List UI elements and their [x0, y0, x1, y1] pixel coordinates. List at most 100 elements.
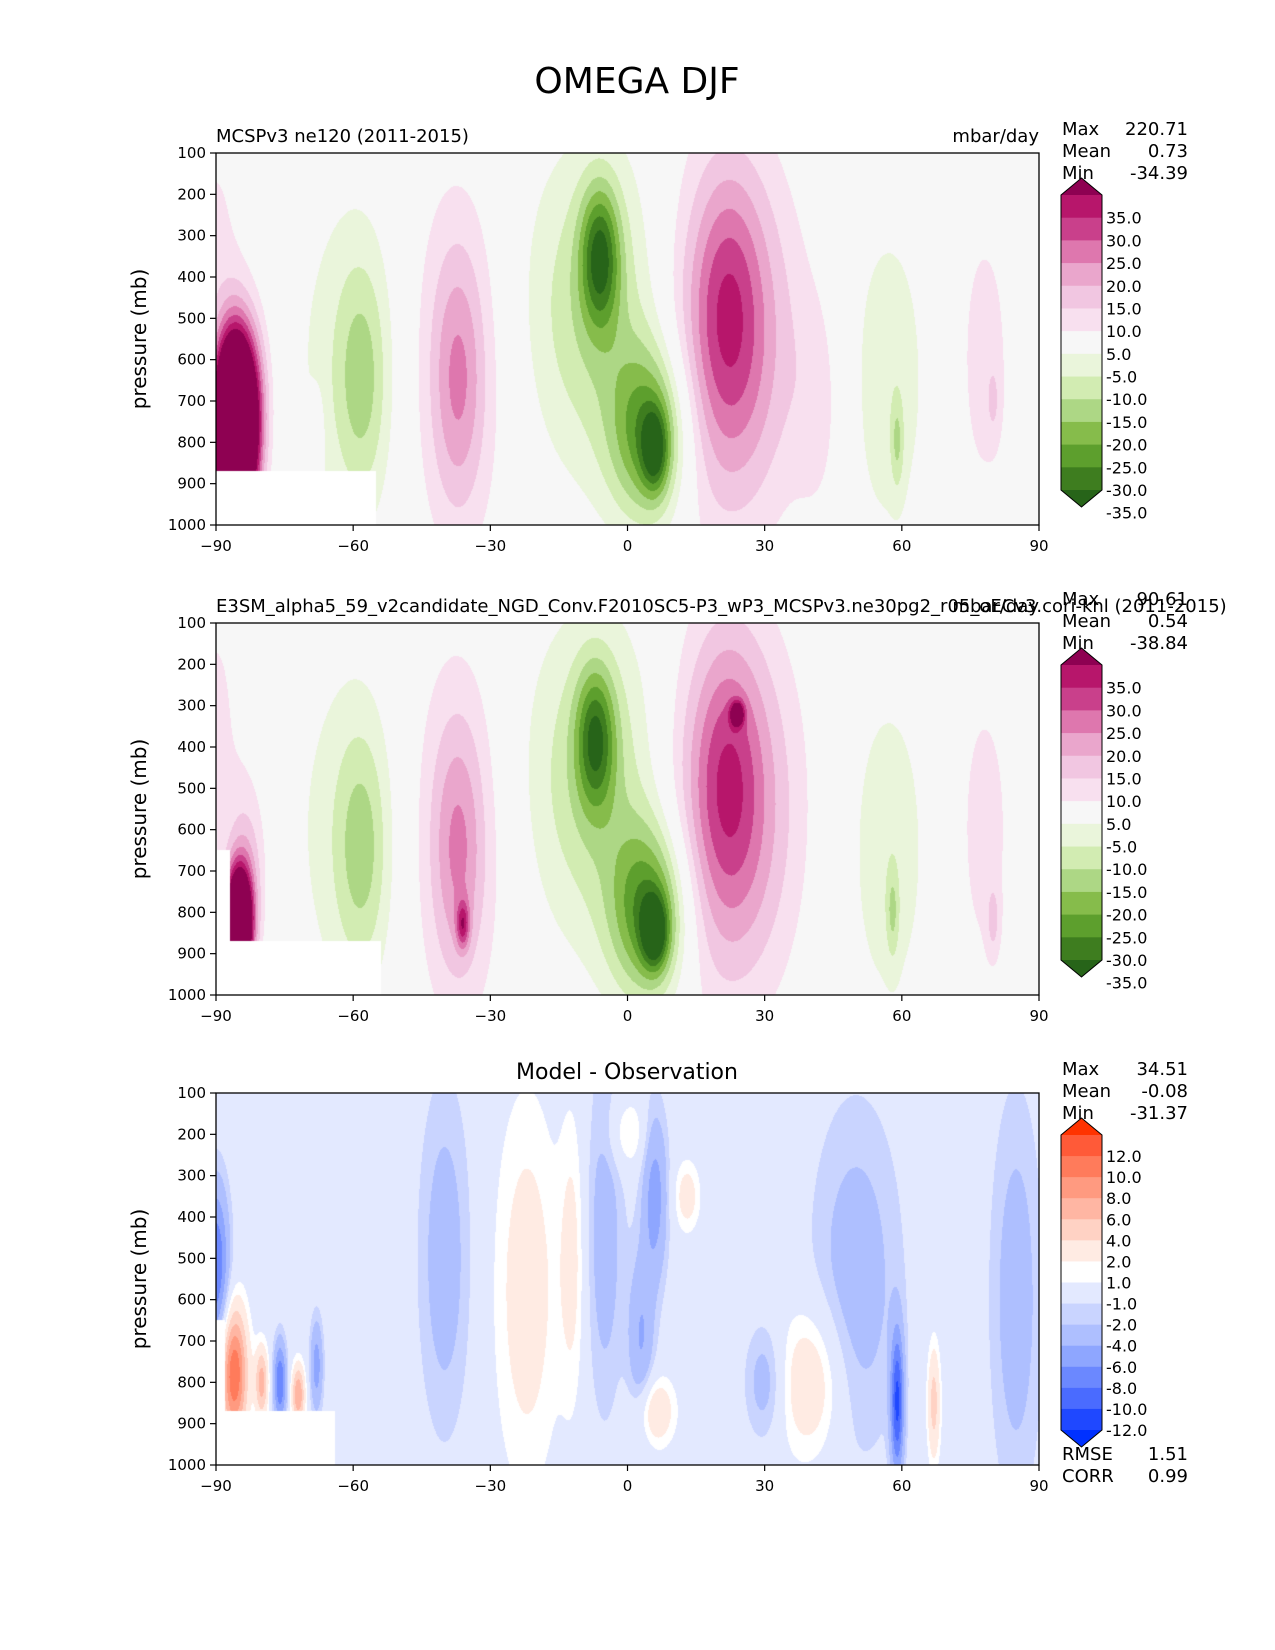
colorbar-swatch	[1061, 846, 1102, 870]
colorbar-swatch	[1061, 1135, 1102, 1157]
colorbar-tick-label: 2.0	[1106, 1252, 1131, 1271]
colorbar-tick-label: -4.0	[1106, 1337, 1137, 1356]
x-tick-label: −30	[475, 1007, 507, 1025]
stats-label-min: Min	[1062, 1103, 1094, 1124]
stats-label-max: Max	[1062, 119, 1100, 140]
colorbar-tick-label: 15.0	[1106, 769, 1142, 788]
x-tick-label: −90	[200, 537, 232, 555]
colorbar-outline	[1060, 177, 1103, 508]
colorbar-swatch	[1061, 1408, 1102, 1431]
panel-diff-ylabel: pressure (mb)	[127, 1209, 151, 1350]
y-tick-label: 700	[177, 862, 206, 880]
colorbar-swatch	[1061, 733, 1102, 757]
colorbar-extend-min	[1061, 490, 1102, 507]
y-tick-label: 700	[177, 392, 206, 410]
panel-ref: E3SM_alpha5_59_v2candidate_NGD_Conv.F201…	[127, 589, 1227, 1025]
y-tick-label: 600	[177, 821, 206, 839]
y-tick-label: 600	[177, 351, 206, 369]
x-tick-label: 0	[623, 1007, 633, 1025]
colorbar-swatch	[1061, 399, 1102, 423]
panel-test-field	[216, 153, 1039, 525]
x-tick-label: −60	[337, 1477, 369, 1495]
colorbar-tick-label: -12.0	[1106, 1421, 1147, 1440]
colorbar-swatch	[1061, 891, 1102, 916]
colorbar-tick-label: 20.0	[1106, 277, 1142, 296]
colorbar-tick-label: 12.0	[1106, 1147, 1142, 1166]
stats-label-max: Max	[1062, 589, 1100, 610]
stats-value-max: 220.71	[1125, 119, 1188, 140]
x-tick-label: −90	[200, 1007, 232, 1025]
colorbar-swatch	[1061, 240, 1102, 264]
x-tick-label: 60	[892, 1477, 911, 1495]
stats-value-rmse: 1.51	[1148, 1444, 1188, 1465]
colorbar-tick-label: -2.0	[1106, 1316, 1137, 1335]
panel-test-colorbar: 35.0 30.0 25.0 20.0 15.0 10.0 5.0 -5.0 -10.0 -15.…	[1060, 177, 1147, 523]
x-tick-label: 90	[1029, 1007, 1048, 1025]
colorbar-tick-label: 15.0	[1106, 299, 1142, 318]
colorbar-tick-label: -25.0	[1106, 458, 1147, 477]
colorbar-swatch	[1061, 665, 1102, 689]
colorbar-tick-label: 8.0	[1106, 1189, 1131, 1208]
colorbar-swatch	[1061, 1261, 1102, 1283]
y-tick-label: 400	[177, 268, 206, 286]
colorbar-swatch	[1061, 195, 1102, 219]
panel-test-stats: Max 220.71 Mean 0.73 Min -34.39	[1062, 119, 1188, 184]
y-tick-label: 500	[177, 1249, 206, 1267]
colorbar-tick-label: 4.0	[1106, 1231, 1131, 1250]
x-tick-label: 60	[892, 537, 911, 555]
y-tick-label: 400	[177, 1208, 206, 1226]
x-tick-label: 30	[755, 1477, 774, 1495]
colorbar-tick-label: 10.0	[1106, 792, 1142, 811]
y-tick-label: 100	[177, 144, 206, 162]
colorbar-tick-label: 25.0	[1106, 724, 1142, 743]
colorbar-swatch	[1061, 444, 1102, 468]
colorbar-swatch	[1061, 1177, 1102, 1199]
stats-value-min: -34.39	[1130, 163, 1188, 184]
panel-ref-colorbar: 35.0 30.0 25.0 20.0 15.0 10.0 5.0 -5.0 -10.0 -15.…	[1060, 647, 1147, 993]
panel-diff-colorbar: 12.0 10.0 8.0 6.0 4.0 2.0 1.0 -1.0 -2.0 -4.0 -6.0 -…	[1060, 1117, 1147, 1448]
colorbar-swatch	[1061, 801, 1102, 825]
colorbar-outline	[1060, 1117, 1103, 1448]
x-tick-label: 30	[755, 1007, 774, 1025]
colorbar-tick-label: -5.0	[1106, 838, 1137, 857]
y-tick-label: 300	[177, 227, 206, 245]
colorbar-tick-label: -5.0	[1106, 368, 1137, 387]
colorbar-tick-label: 6.0	[1106, 1210, 1131, 1229]
figure-title: OMEGA DJF	[534, 61, 739, 102]
colorbar-tick-label: 10.0	[1106, 322, 1142, 341]
x-tick-label: −30	[475, 1477, 507, 1495]
colorbar-tick-label: -10.0	[1106, 1400, 1147, 1419]
stats-value-mean: 0.54	[1148, 611, 1188, 632]
x-tick-label: 30	[755, 537, 774, 555]
stats-label-mean: Mean	[1062, 611, 1111, 632]
x-tick-label: −60	[337, 1007, 369, 1025]
colorbar-swatch	[1061, 1303, 1102, 1326]
colorbar-tick-label: 5.0	[1106, 345, 1131, 364]
colorbar-swatch	[1061, 1240, 1102, 1262]
y-tick-label: 200	[177, 655, 206, 673]
y-tick-label: 300	[177, 697, 206, 715]
panel-ref-field	[216, 623, 1039, 995]
colorbar-tick-label: 25.0	[1106, 254, 1142, 273]
colorbar-extend-max	[1061, 648, 1102, 665]
colorbar-tick-label: -1.0	[1106, 1295, 1137, 1314]
stats-label-max: Max	[1062, 1059, 1100, 1080]
colorbar-tick-label: -8.0	[1106, 1379, 1137, 1398]
colorbar-swatch	[1061, 1324, 1102, 1347]
colorbar-extend-max	[1061, 1118, 1102, 1135]
stats-value-mean: -0.08	[1141, 1081, 1188, 1102]
y-tick-label: 200	[177, 185, 206, 203]
colorbar-swatch	[1061, 1282, 1102, 1305]
panel-ref-units: mbar/day	[952, 596, 1039, 617]
y-tick-label: 1000	[168, 516, 206, 534]
colorbar-swatch	[1061, 869, 1102, 893]
y-tick-label: 1000	[168, 1456, 206, 1474]
colorbar-tick-label: -35.0	[1106, 974, 1147, 993]
stats-label-mean: Mean	[1062, 141, 1111, 162]
colorbar-tick-label: -30.0	[1106, 951, 1147, 970]
colorbar-swatch	[1061, 285, 1102, 309]
colorbar-extend-min	[1061, 960, 1102, 977]
panel-test-units: mbar/day	[952, 126, 1039, 147]
colorbar-swatch	[1061, 823, 1102, 848]
